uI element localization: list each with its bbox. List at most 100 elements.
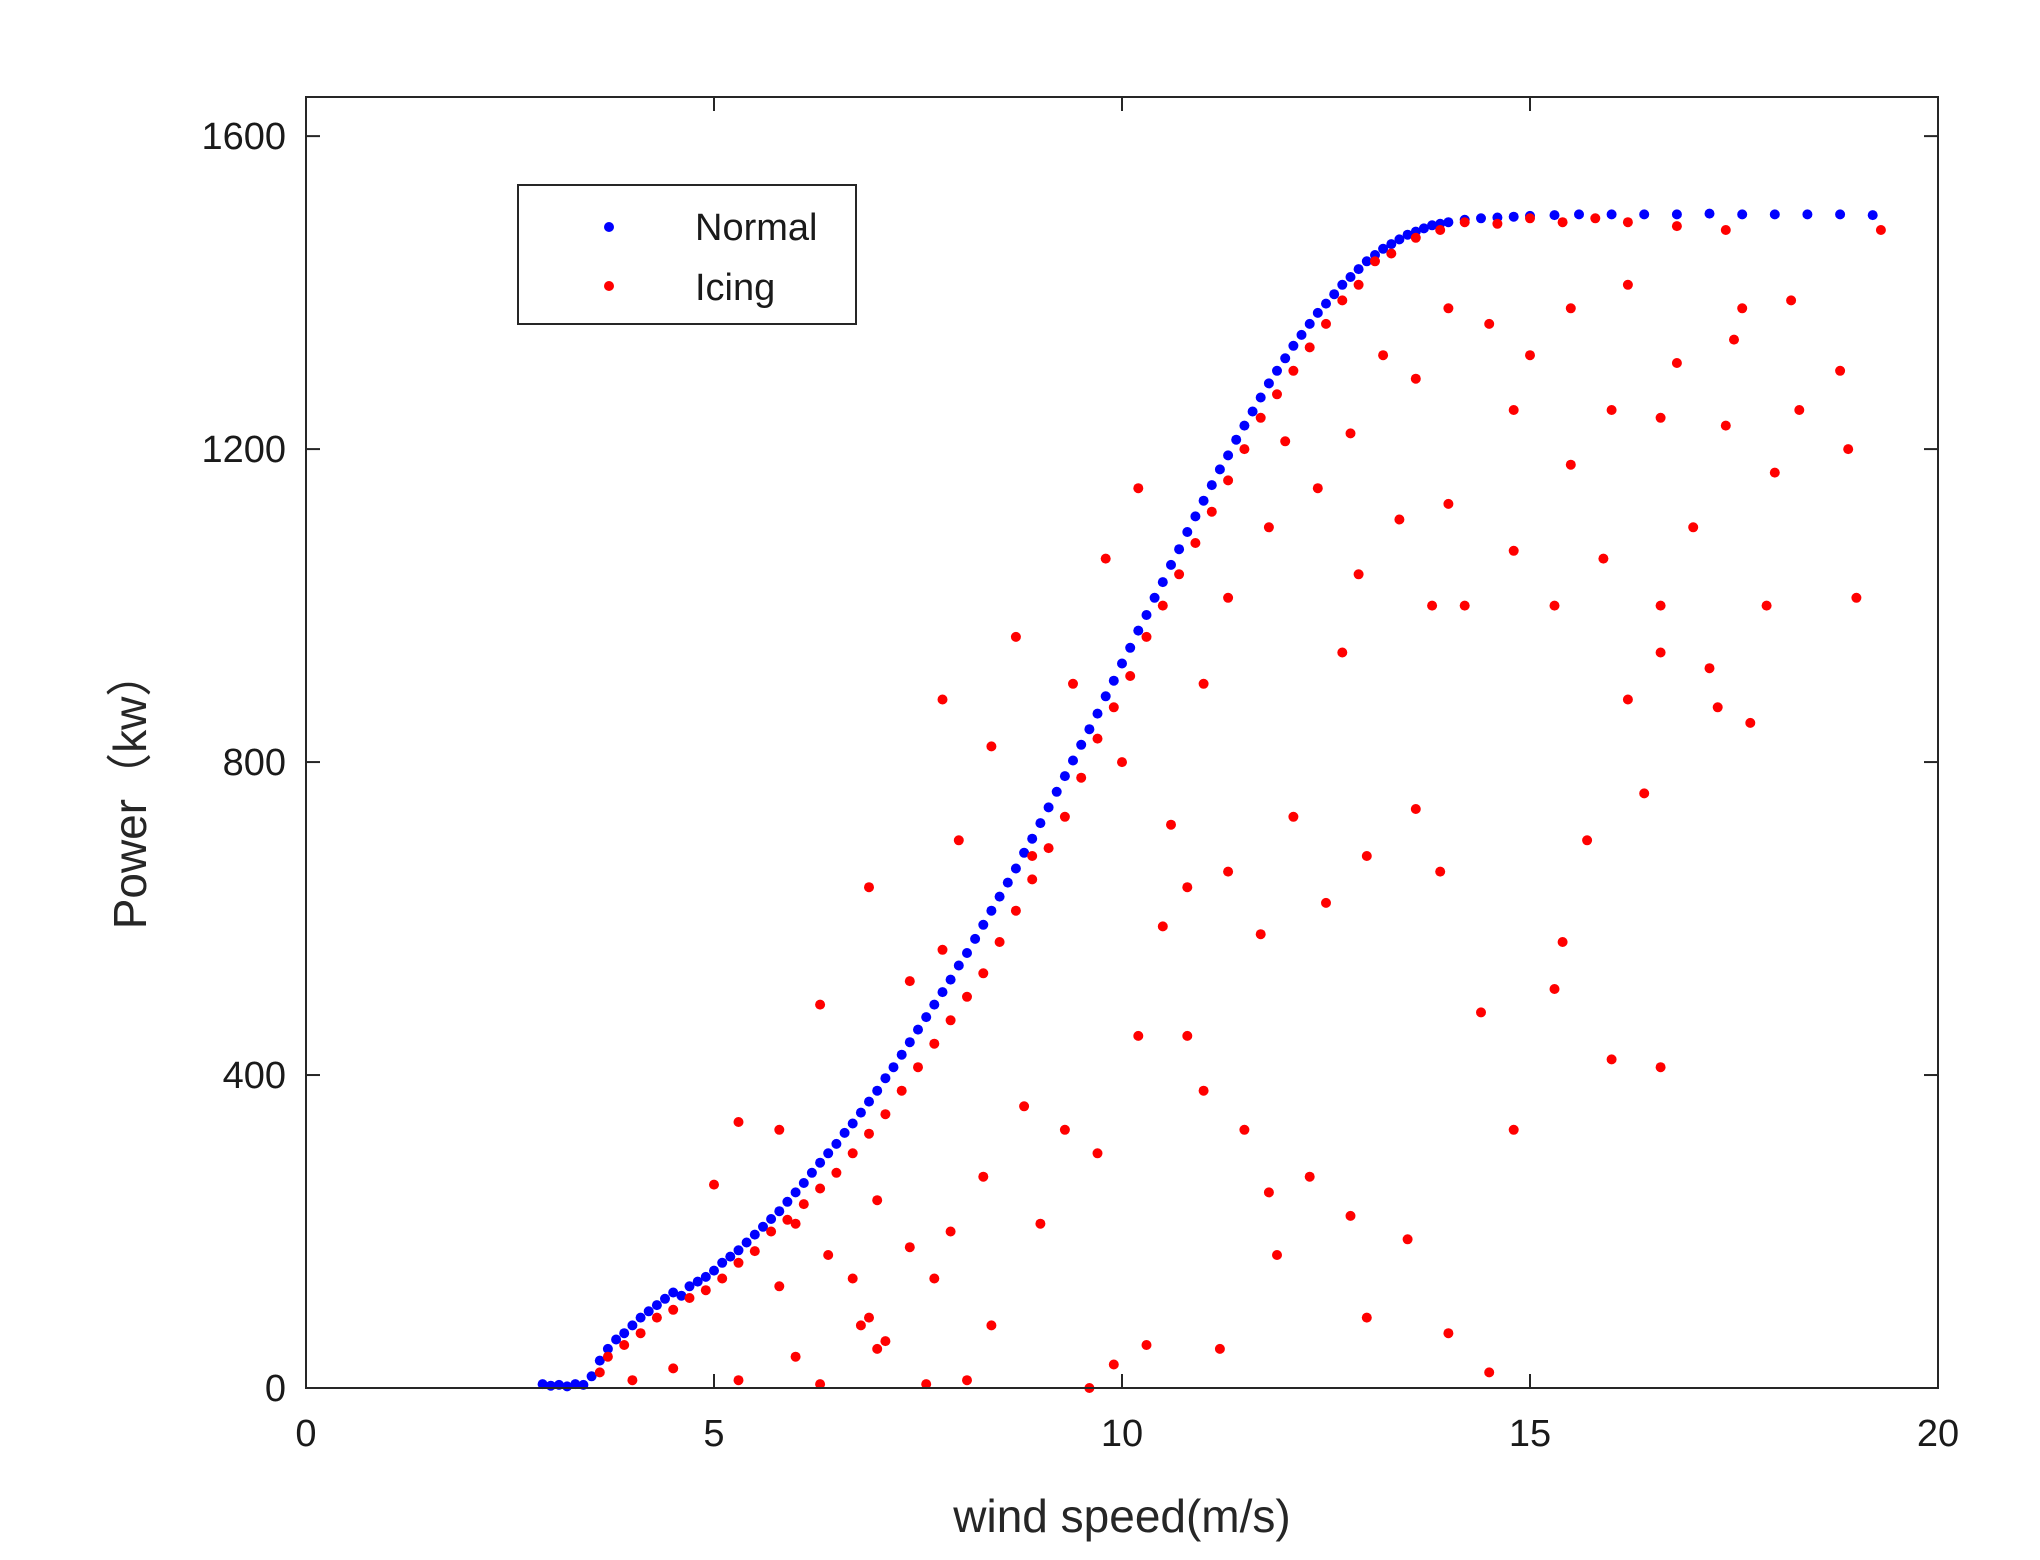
- icing-point: [1117, 757, 1127, 768]
- normal-point: [1304, 318, 1315, 329]
- normal-point: [1027, 833, 1038, 844]
- icing-point: [709, 1179, 719, 1190]
- normal-point: [1704, 208, 1715, 219]
- normal-point: [1141, 610, 1152, 620]
- icing-point: [1410, 232, 1421, 243]
- normal-point: [725, 1251, 736, 1262]
- icing-point: [733, 1375, 744, 1386]
- normal-point: [1019, 847, 1030, 858]
- icing-point: [1655, 412, 1666, 423]
- x-tick-label: 5: [703, 1413, 724, 1455]
- x-tick-label: 0: [295, 1413, 316, 1455]
- icing-point: [1508, 405, 1519, 415]
- icing-point: [668, 1363, 679, 1374]
- icing-point: [847, 1148, 858, 1159]
- normal-point: [1125, 642, 1136, 653]
- normal-point: [1133, 625, 1144, 636]
- icing-point: [1622, 279, 1633, 290]
- normal-point: [896, 1049, 907, 1060]
- normal-point: [1402, 229, 1413, 240]
- icing-point: [1263, 522, 1274, 533]
- icing-point: [1263, 1187, 1274, 1198]
- normal-point: [839, 1127, 850, 1138]
- icing-point: [1019, 1101, 1030, 1112]
- icing-point: [1272, 1250, 1282, 1260]
- icing-point: [929, 1273, 940, 1284]
- icing-point: [1304, 342, 1315, 353]
- normal-point: [880, 1073, 891, 1084]
- icing-point: [717, 1273, 728, 1284]
- normal-point: [709, 1265, 719, 1276]
- icing-point: [1655, 1062, 1666, 1073]
- icing-point: [896, 1085, 907, 1096]
- normal-point: [1223, 450, 1234, 461]
- icing-point: [847, 1273, 858, 1284]
- normal-point: [1737, 209, 1748, 220]
- normal-point: [1802, 209, 1813, 220]
- normal-point: [1427, 220, 1438, 231]
- icing-point: [1639, 788, 1650, 799]
- icing-point: [1182, 882, 1193, 893]
- icing-point: [1459, 217, 1470, 228]
- icing-point: [1223, 866, 1234, 877]
- normal-point: [602, 1343, 613, 1354]
- icing-point: [1190, 538, 1201, 548]
- icing-point: [749, 1246, 760, 1257]
- normal-point: [1198, 495, 1209, 506]
- icing-point: [1214, 1343, 1225, 1354]
- icing-point: [1068, 678, 1078, 689]
- normal-point: [537, 1379, 548, 1390]
- icing-point: [1043, 843, 1054, 854]
- normal-point: [1076, 739, 1087, 750]
- icing-point: [1557, 937, 1568, 947]
- icing-point: [953, 835, 964, 846]
- normal-point: [831, 1138, 842, 1149]
- icing-point: [1484, 318, 1495, 329]
- legend-label-normal: Normal: [695, 207, 817, 249]
- x-tick-label: 10: [1101, 1413, 1143, 1455]
- icing-point: [1443, 303, 1454, 314]
- icing-point: [1378, 350, 1389, 361]
- icing-point: [1671, 358, 1682, 368]
- icing-point: [766, 1226, 777, 1237]
- normal-point: [1867, 210, 1878, 221]
- y-axis-title: Power（kw）: [104, 651, 156, 930]
- icing-point: [1582, 835, 1593, 846]
- icing-point: [986, 1320, 997, 1331]
- normal-point: [1606, 209, 1617, 220]
- icing-point: [790, 1351, 801, 1362]
- normal-point: [815, 1157, 826, 1168]
- icing-point: [1435, 225, 1446, 235]
- icing-point: [1100, 553, 1111, 564]
- normal-point: [1108, 675, 1119, 686]
- icing-point: [1239, 1124, 1250, 1135]
- icing-point: [1133, 1030, 1144, 1041]
- y-tick-labels: 0 400 800 1200 1600: [201, 116, 286, 1410]
- icing-point: [1557, 217, 1568, 228]
- icing-point: [1729, 334, 1739, 345]
- normal-point: [1769, 209, 1780, 220]
- normal-point: [798, 1178, 809, 1188]
- legend-marker-icing: [604, 281, 614, 291]
- normal-point: [847, 1118, 858, 1129]
- legend-box: [517, 184, 857, 325]
- icing-point: [1092, 1148, 1103, 1159]
- icing-point: [1508, 545, 1519, 556]
- normal-point: [1149, 592, 1160, 603]
- icing-point: [994, 937, 1005, 947]
- icing-point: [1337, 647, 1348, 658]
- normal-point: [1272, 365, 1282, 376]
- icing-point: [1598, 553, 1609, 564]
- normal-point: [864, 1096, 874, 1107]
- icing-point: [1484, 1367, 1495, 1378]
- normal-point: [1092, 708, 1103, 719]
- icing-point: [1157, 600, 1168, 611]
- icing-point: [1223, 592, 1234, 603]
- icing-point: [921, 1379, 932, 1390]
- icing-point: [602, 1351, 613, 1362]
- icing-point: [823, 1250, 834, 1260]
- legend-label-icing: Icing: [695, 267, 775, 309]
- icing-point: [1361, 851, 1372, 861]
- normal-point: [978, 919, 989, 930]
- normal-point: [1206, 480, 1217, 491]
